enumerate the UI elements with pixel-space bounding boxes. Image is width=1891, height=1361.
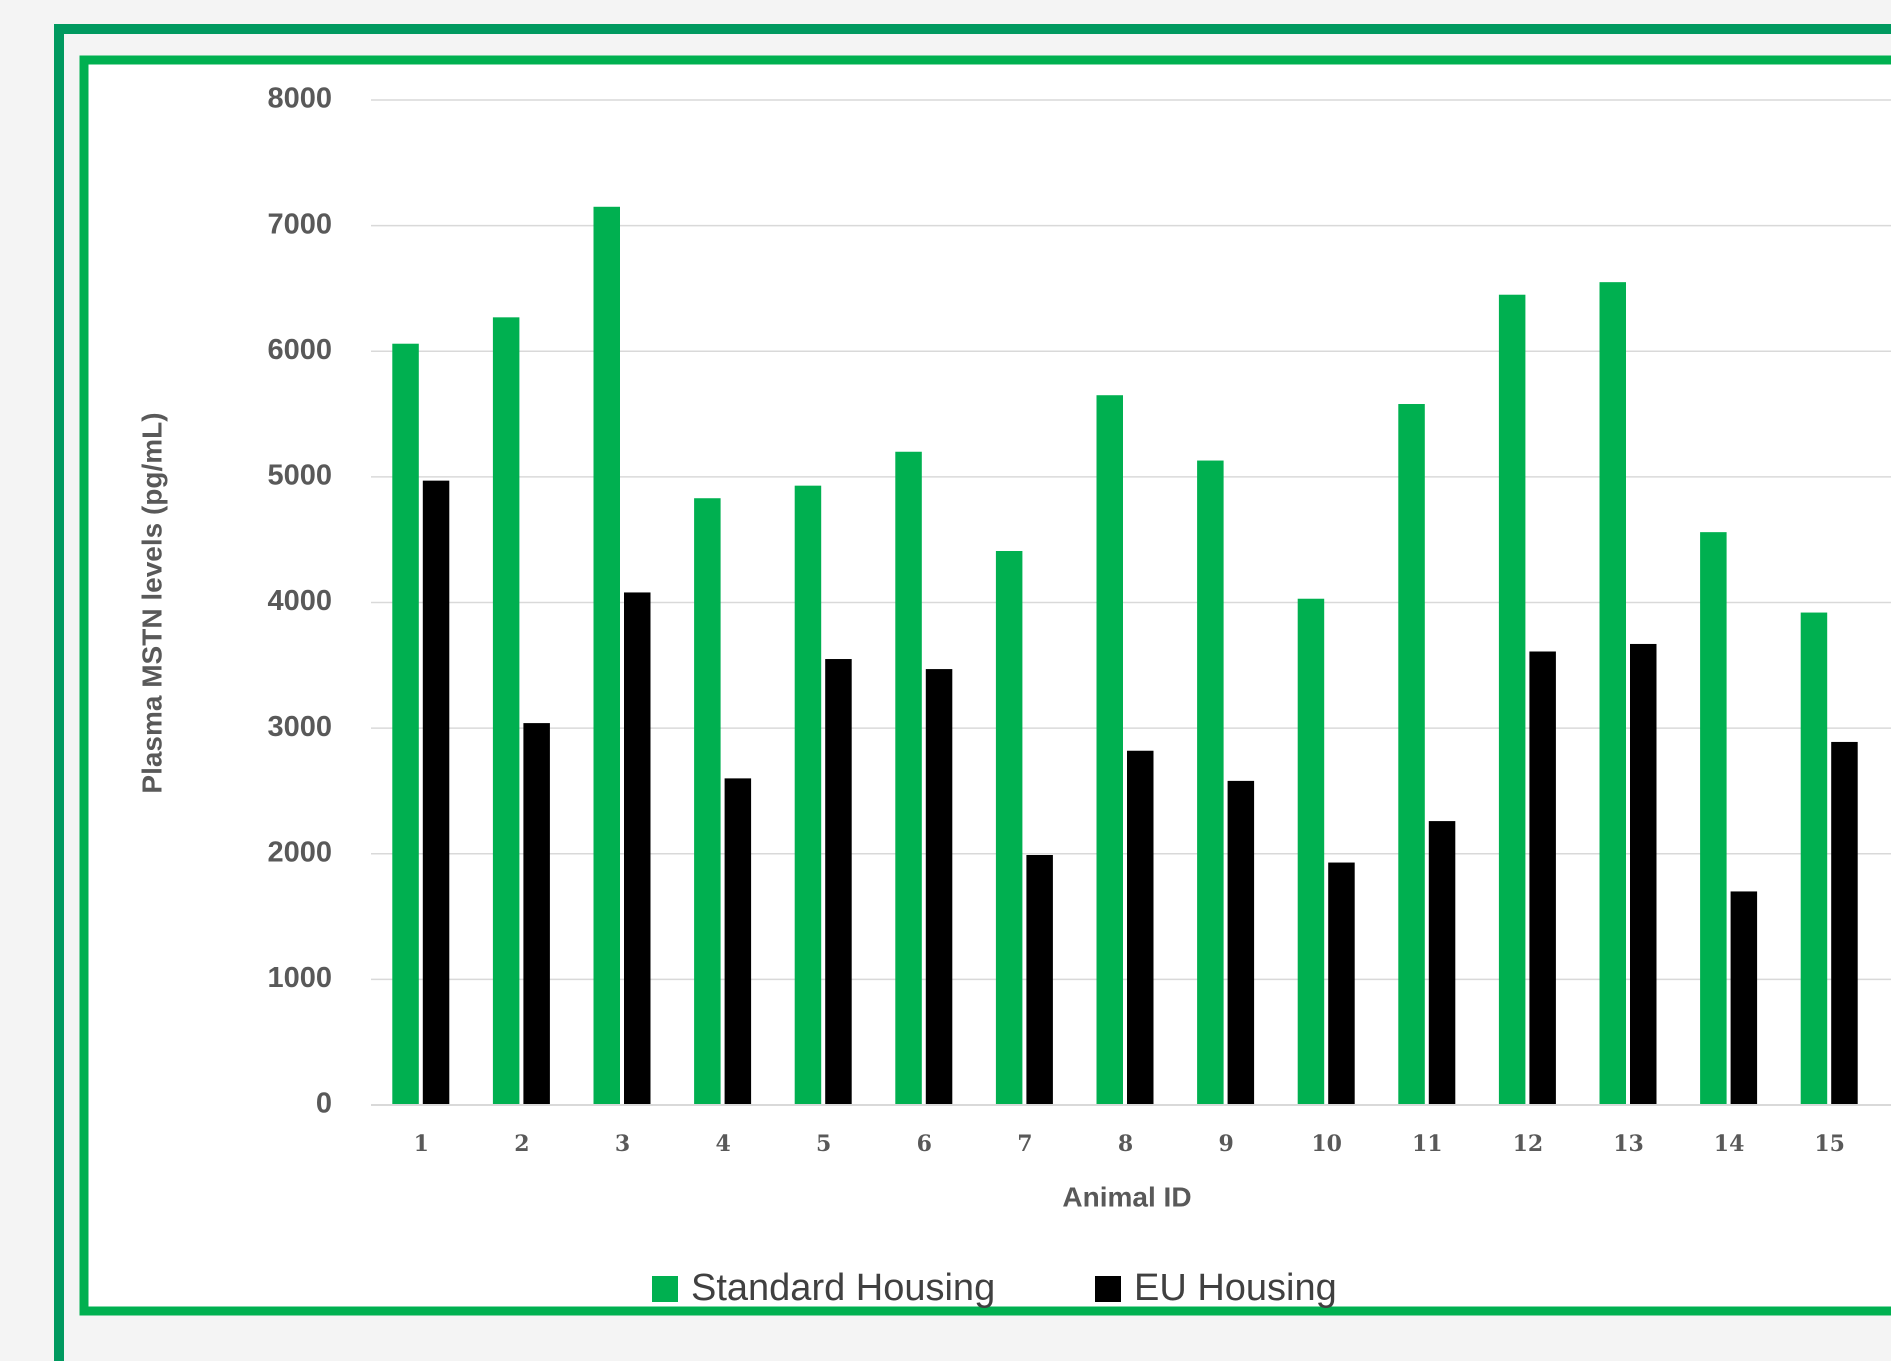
x-tick-label: 15 [1814, 1131, 1845, 1157]
bar [1197, 460, 1224, 1105]
bar [1599, 282, 1626, 1105]
bar [1297, 598, 1325, 1105]
bar [1730, 891, 1758, 1105]
bar [624, 592, 651, 1105]
bar [694, 498, 721, 1105]
y-tick-label: 6000 [267, 334, 332, 366]
bar [1328, 862, 1355, 1105]
chart-frame [79, 55, 1891, 1316]
x-tick-label: 14 [1714, 1131, 1745, 1157]
x-tick-label: 11 [1412, 1131, 1443, 1157]
bar [492, 317, 520, 1105]
outer-frame [54, 24, 1891, 1361]
bar [1800, 612, 1828, 1105]
bar [1529, 651, 1556, 1105]
y-tick-label: 4000 [267, 585, 332, 617]
bar [1700, 532, 1727, 1105]
bar [895, 451, 922, 1105]
bar [1630, 643, 1657, 1105]
bar [1127, 750, 1154, 1105]
x-tick-label: 9 [1218, 1131, 1233, 1157]
bar [1096, 395, 1123, 1105]
bar [825, 659, 852, 1105]
bar [1026, 855, 1053, 1105]
bar [1498, 294, 1526, 1105]
chart: Plasma MSTN levels (pg/mL) Animal ID 0 10… [136, 83, 1891, 1309]
y-tick-label: 7000 [267, 208, 332, 240]
x-tick-label: 12 [1513, 1131, 1544, 1157]
y-tick-label: 1000 [267, 962, 332, 994]
x-tick-label: 6 [917, 1131, 932, 1157]
x-tick-label: 3 [615, 1131, 630, 1157]
x-tick-label: 13 [1613, 1131, 1644, 1157]
x-tick-label: 8 [1118, 1131, 1133, 1157]
x-axis-title: Animal ID [1062, 1181, 1191, 1212]
y-tick-label: 8000 [267, 83, 332, 115]
legend-label: EU Housing [1134, 1267, 1337, 1309]
bar [422, 480, 450, 1105]
x-tick-label: 7 [1017, 1131, 1032, 1157]
legend-label: Standard Housing [691, 1267, 995, 1309]
bar [1227, 780, 1255, 1105]
bar [995, 550, 1023, 1105]
y-axis-title: Plasma MSTN levels (pg/mL) [136, 412, 167, 793]
x-tick-label: 1 [414, 1131, 429, 1157]
legend-swatch [1095, 1276, 1121, 1302]
y-tick-label: 5000 [267, 460, 332, 492]
y-tick-label: 0 [316, 1088, 332, 1120]
x-tick-label: 5 [816, 1131, 831, 1157]
bar [925, 669, 953, 1105]
bar [523, 723, 550, 1105]
bar [392, 343, 419, 1105]
bar [1428, 821, 1456, 1105]
y-tick-label: 2000 [267, 836, 332, 868]
bar [1831, 741, 1858, 1105]
bar [724, 778, 752, 1105]
x-tick-label: 4 [715, 1131, 730, 1157]
x-tick-label: 10 [1311, 1131, 1342, 1157]
x-tick-label: 2 [514, 1131, 529, 1157]
bar [794, 485, 822, 1105]
legend-swatch [652, 1276, 678, 1302]
y-tick-label: 3000 [267, 711, 332, 743]
bar [1398, 404, 1425, 1105]
bar [593, 206, 620, 1105]
